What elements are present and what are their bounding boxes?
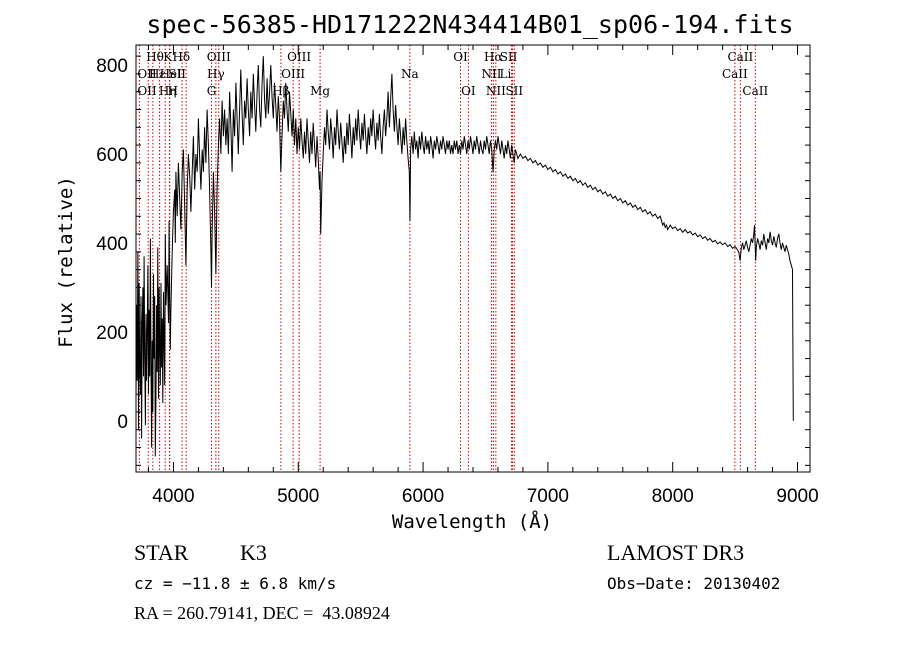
y-tick-label: 800 — [96, 56, 128, 77]
y-tick-label: 200 — [96, 323, 128, 344]
object-subclass: K3 — [240, 540, 267, 565]
x-tick-label: 7000 — [527, 486, 569, 507]
spectral-line-label: NII — [486, 84, 506, 98]
spectral-line-label: CaII — [742, 84, 768, 98]
y-axis-label: Flux (relative) — [55, 176, 77, 348]
spectral-line-label: NII — [481, 67, 501, 81]
obs-date: Obs−Date: 20130402 — [607, 574, 780, 593]
y-tick-label: 0 — [117, 412, 128, 433]
spectral-line-label: OIII — [281, 67, 305, 81]
x-tick-label: 8000 — [652, 486, 694, 507]
x-tick-label: 9000 — [776, 486, 818, 507]
spectral-line-label: SII — [168, 67, 186, 81]
spectral-line-label: Mg — [310, 84, 330, 98]
spectral-line-label: Li — [500, 67, 512, 81]
spectral-line-label: OI — [461, 84, 476, 98]
spectral-line-label: OII — [137, 84, 157, 98]
spectral-line-label: SII — [505, 84, 523, 98]
spectral-line-label: Hα — [484, 50, 503, 64]
spectral-line-label: CaII — [722, 67, 748, 81]
spectral-line-label: Hε — [149, 67, 166, 81]
y-tick-label: 600 — [96, 145, 128, 166]
spectral-line-label: CaII — [727, 50, 753, 64]
axis-ticks: 4000 5000 6000 7000 8000 9000 0 200 400 600 800 — [96, 45, 819, 507]
redshift-cz: cz = −11.8 ± 6.8 km/s — [134, 574, 336, 593]
chart-title: spec-56385-HD171222N434414B01_sp06-194.f… — [146, 10, 793, 39]
spectral-line-label: Hη — [159, 84, 177, 98]
ra-dec-coords: RA = 260.79141, DEC = 43.08924 — [134, 603, 390, 623]
spectral-line-label: HeI — [160, 67, 183, 81]
spectral-line-label: Hγ — [207, 67, 225, 81]
x-axis-label: Wavelength (Å) — [392, 510, 552, 533]
object-class: STAR — [134, 540, 189, 565]
spectral-line-label: Na — [401, 67, 419, 81]
spectral-line-label: Hθ — [146, 50, 164, 64]
spectral-line-label: OII — [137, 67, 157, 81]
flux-series-line — [135, 56, 794, 457]
spectral-line-label: G — [207, 84, 217, 98]
x-tick-label: 4000 — [152, 486, 194, 507]
spectral-line-label: OI — [453, 50, 468, 64]
x-tick-label: 5000 — [277, 486, 319, 507]
spectral-line-label: SII — [500, 50, 518, 64]
spectral-line-label: OIII — [207, 50, 231, 64]
spectral-line-label: K — [163, 50, 173, 64]
spectral-line-label: H — [168, 84, 178, 98]
spectral-line-label: OIII — [287, 50, 311, 64]
x-tick-label: 6000 — [402, 486, 444, 507]
survey-name: LAMOST DR3 — [607, 540, 744, 565]
spectral-line-label: Hδ — [172, 50, 190, 64]
spectral-line-markers — [138, 45, 756, 472]
y-tick-label: 400 — [96, 234, 128, 255]
